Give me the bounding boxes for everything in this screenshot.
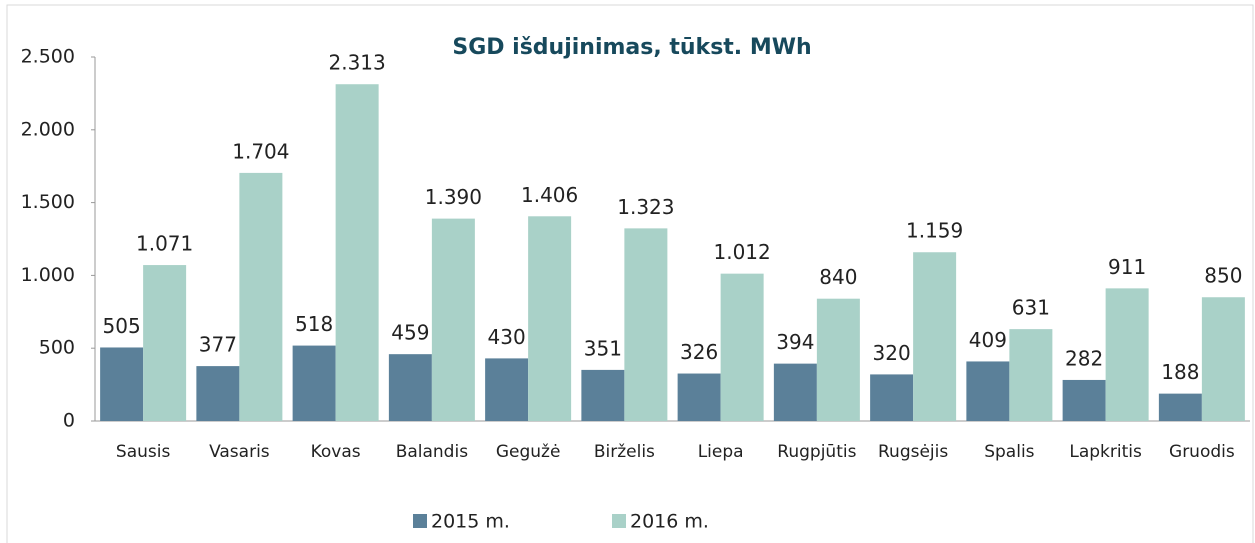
bar [1158, 393, 1202, 421]
bar [335, 84, 379, 421]
bar [100, 347, 144, 421]
data-label: 1.323 [617, 195, 674, 219]
bar [485, 358, 529, 421]
data-label: 850 [1204, 264, 1242, 288]
data-label: 1.406 [521, 183, 578, 207]
bar [624, 228, 668, 421]
x-tick-label: Rugsėjis [878, 442, 948, 462]
bar [720, 273, 764, 421]
x-tick-label: Spalis [984, 442, 1034, 462]
data-label: 320 [873, 341, 911, 365]
data-label: 326 [680, 340, 718, 364]
data-label: 351 [584, 336, 622, 360]
legend-swatch [413, 514, 427, 528]
bar [239, 172, 283, 421]
data-label: 505 [103, 314, 141, 338]
data-label: 840 [819, 265, 857, 289]
bar [528, 216, 572, 421]
y-tick-label: 1.000 [21, 264, 75, 286]
bar [966, 361, 1010, 421]
data-label: 282 [1065, 346, 1103, 370]
legend-swatch [612, 514, 626, 528]
data-label: 1.159 [906, 219, 963, 243]
bar [388, 354, 432, 421]
bar [677, 373, 721, 421]
data-label: 409 [969, 328, 1007, 352]
chart-title: SGD išdujinimas, tūkst. MWh [452, 35, 811, 60]
bar [1201, 297, 1245, 421]
y-tick-label: 0 [63, 410, 75, 432]
data-label: 430 [488, 325, 526, 349]
legend-label: 2016 m. [630, 511, 709, 533]
x-tick-label: Balandis [396, 442, 469, 462]
legend-label: 2015 m. [431, 511, 510, 533]
bar [816, 298, 860, 421]
data-label: 1.071 [136, 232, 193, 256]
bar [581, 369, 625, 421]
x-tick-label: Vasaris [209, 442, 270, 462]
data-label: 518 [295, 312, 333, 336]
x-tick-label: Birželis [594, 442, 655, 462]
data-label: 188 [1161, 360, 1199, 384]
data-label: 2.313 [328, 51, 385, 75]
data-label: 1.390 [425, 185, 482, 209]
chart-frame [6, 4, 1254, 543]
bar [913, 252, 957, 421]
x-tick-label: Lapkritis [1069, 442, 1142, 462]
y-tick-label: 2.500 [21, 46, 75, 68]
bar [1105, 288, 1149, 421]
data-label: 911 [1108, 255, 1146, 279]
bar [870, 374, 914, 421]
x-tick-label: Liepa [698, 442, 744, 462]
bar [1062, 379, 1106, 421]
x-tick-label: Gruodis [1169, 442, 1235, 462]
data-label: 1.012 [713, 240, 770, 264]
y-tick-label: 500 [39, 337, 75, 359]
y-tick-label: 1.500 [21, 191, 75, 213]
data-label: 394 [776, 330, 814, 354]
bar [1009, 329, 1053, 421]
bar [196, 366, 240, 421]
y-tick-label: 2.000 [21, 118, 75, 140]
bar [143, 265, 187, 421]
data-label: 1.704 [232, 139, 289, 163]
data-label: 631 [1012, 296, 1050, 320]
data-label: 377 [199, 333, 237, 357]
bar [773, 363, 817, 421]
data-label: 459 [391, 321, 429, 345]
bar [431, 218, 475, 421]
x-tick-label: Gegužė [496, 442, 561, 462]
x-tick-label: Kovas [311, 442, 361, 462]
x-tick-label: Sausis [116, 442, 171, 462]
bar [292, 345, 336, 421]
x-tick-label: Rugpjūtis [777, 442, 856, 462]
